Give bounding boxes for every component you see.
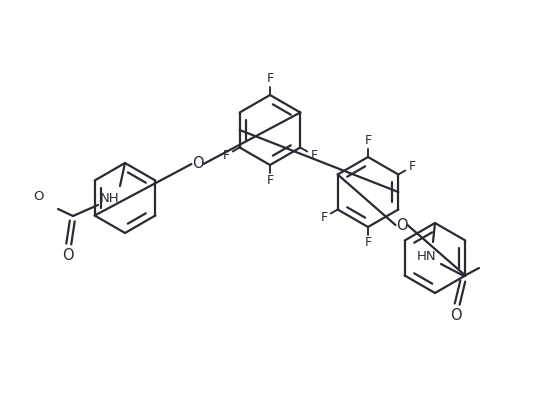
Text: O: O xyxy=(192,157,203,171)
Text: F: F xyxy=(266,72,274,85)
Text: F: F xyxy=(310,149,317,162)
Text: F: F xyxy=(409,160,416,173)
Text: F: F xyxy=(266,175,274,187)
Text: F: F xyxy=(364,236,371,249)
Text: F: F xyxy=(364,135,371,148)
Text: NH: NH xyxy=(100,191,120,204)
Text: F: F xyxy=(320,211,327,224)
Text: F: F xyxy=(222,149,230,162)
Text: O: O xyxy=(33,191,43,204)
Text: O: O xyxy=(62,249,74,263)
Text: HN: HN xyxy=(417,249,437,263)
Text: O: O xyxy=(396,218,407,232)
Text: O: O xyxy=(450,308,462,324)
